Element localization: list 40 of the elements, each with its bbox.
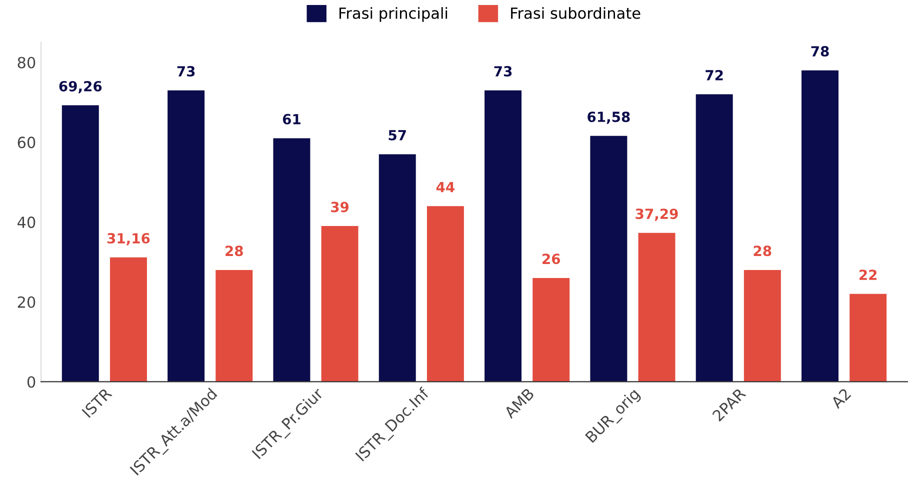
bar — [696, 94, 733, 382]
y-tick-label: 0 — [27, 376, 36, 388]
y-tick-label: 80 — [18, 56, 36, 68]
data-label: 78 — [811, 46, 829, 57]
x-tick-label: A2 — [830, 388, 852, 409]
bar — [484, 90, 522, 382]
data-label: 73 — [177, 66, 195, 77]
data-label: 73 — [494, 66, 512, 77]
bar — [590, 136, 628, 382]
bar — [110, 257, 147, 382]
data-label: 69,26 — [59, 80, 102, 94]
data-label: 28 — [754, 246, 772, 256]
bar — [426, 206, 464, 382]
data-label: 44 — [436, 182, 454, 192]
bar — [532, 278, 570, 382]
bar — [321, 226, 358, 382]
data-label: 57 — [388, 130, 406, 140]
data-label: 22 — [860, 270, 877, 280]
bar — [273, 138, 310, 382]
bar — [850, 294, 887, 382]
bar — [216, 270, 253, 382]
y-tick-label: 20 — [18, 296, 36, 308]
y-tick-label: 40 — [17, 216, 36, 228]
data-label: 72 — [706, 70, 723, 80]
legend-label: Frasi subordinate — [511, 7, 640, 19]
data-label: 61,58 — [588, 112, 630, 124]
bar — [638, 232, 676, 382]
data-label: 28 — [226, 246, 243, 256]
bar — [744, 270, 781, 382]
data-label: 39 — [331, 202, 349, 212]
data-label: 61 — [282, 114, 300, 124]
y-tick-label: 60 — [18, 136, 36, 148]
bar — [168, 90, 205, 382]
data-label: 31,16 — [107, 233, 150, 246]
legend-label: Frasi principali — [339, 7, 448, 22]
bar — [62, 105, 99, 382]
bar — [378, 154, 416, 382]
bar — [802, 70, 838, 382]
data-label: 26 — [542, 254, 560, 264]
data-label: 37,29 — [636, 208, 678, 221]
